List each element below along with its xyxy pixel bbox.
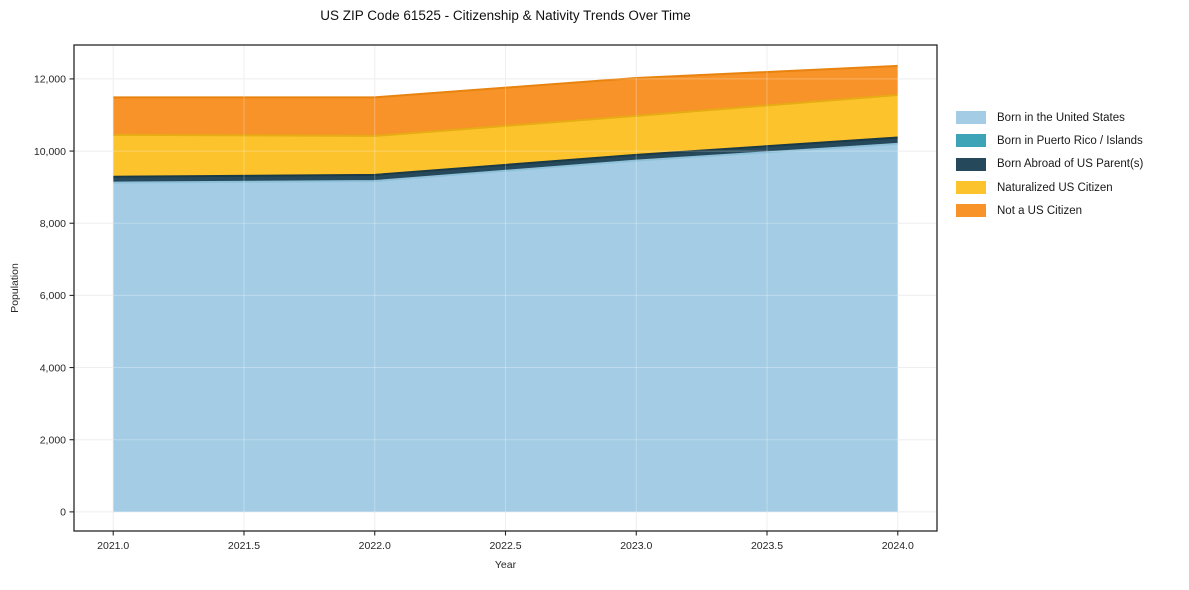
legend-item-born-abroad-of-us-parent-s: Born Abroad of US Parent(s) xyxy=(956,153,1143,176)
legend-swatch xyxy=(956,111,986,125)
y-tick-label: 0 xyxy=(60,507,66,519)
area-naturalized-us-citizen xyxy=(113,94,898,177)
edge-not-a-us-citizen xyxy=(113,64,898,99)
area-born-abroad-of-us-parent-s xyxy=(113,137,898,183)
y-tick-label: 10,000 xyxy=(34,146,66,158)
legend: Born in the United States Born in Puerto … xyxy=(956,106,1143,222)
edge-born-abroad-of-us-parent-s xyxy=(113,136,898,178)
y-tick-label: 8,000 xyxy=(40,218,66,230)
legend-swatch xyxy=(956,181,986,195)
gridline-overlay xyxy=(74,45,937,531)
legend-label: Born in the United States xyxy=(997,111,1125,124)
y-tick-label: 12,000 xyxy=(34,74,66,86)
y-tick-label: 4,000 xyxy=(40,362,66,374)
area-not-a-us-citizen xyxy=(113,65,898,136)
x-tick-label: 2021.5 xyxy=(228,540,260,552)
legend-label: Born Abroad of US Parent(s) xyxy=(997,158,1144,171)
legend-swatch xyxy=(956,157,986,171)
edge-naturalized-us-citizen xyxy=(113,93,898,137)
axis-ticks xyxy=(69,78,899,536)
x-tick-label: 2022.5 xyxy=(489,540,521,552)
tick-labels: 2021.0 2021.5 2022.0 2022.5 2023.0 2023.5 2024… xyxy=(34,74,914,552)
legend-label: Born in Puerto Rico / Islands xyxy=(997,134,1143,147)
legend-swatch xyxy=(956,204,986,218)
x-tick-label: 2021.0 xyxy=(97,540,129,552)
legend-item-naturalized-us-citizen: Naturalized US Citizen xyxy=(956,176,1143,199)
edge-born-in-the-united-states xyxy=(113,142,898,184)
legend-label: Not a US Citizen xyxy=(997,204,1083,217)
y-tick-label: 6,000 xyxy=(40,290,66,302)
x-tick-label: 2023.0 xyxy=(620,540,652,552)
legend-item-born-in-the-united-states: Born in the United States xyxy=(956,106,1143,129)
stacked-areas xyxy=(113,64,898,512)
y-axis-label: Population xyxy=(9,263,21,313)
x-tick-label: 2023.5 xyxy=(751,540,783,552)
x-tick-label: 2022.0 xyxy=(359,540,391,552)
x-axis-label: Year xyxy=(494,559,517,571)
legend-item-not-a-us-citizen: Not a US Citizen xyxy=(956,199,1143,222)
legend-label: Naturalized US Citizen xyxy=(997,181,1113,194)
y-tick-label: 2,000 xyxy=(40,434,66,446)
legend-swatch xyxy=(956,134,986,148)
area-born-in-the-united-states xyxy=(113,143,898,512)
x-tick-label: 2024.0 xyxy=(882,540,914,552)
chart-title: US ZIP Code 61525 - Citizenship & Nativi… xyxy=(320,8,691,23)
legend-item-born-in-puerto-rico-islands: Born in Puerto Rico / Islands xyxy=(956,129,1143,152)
